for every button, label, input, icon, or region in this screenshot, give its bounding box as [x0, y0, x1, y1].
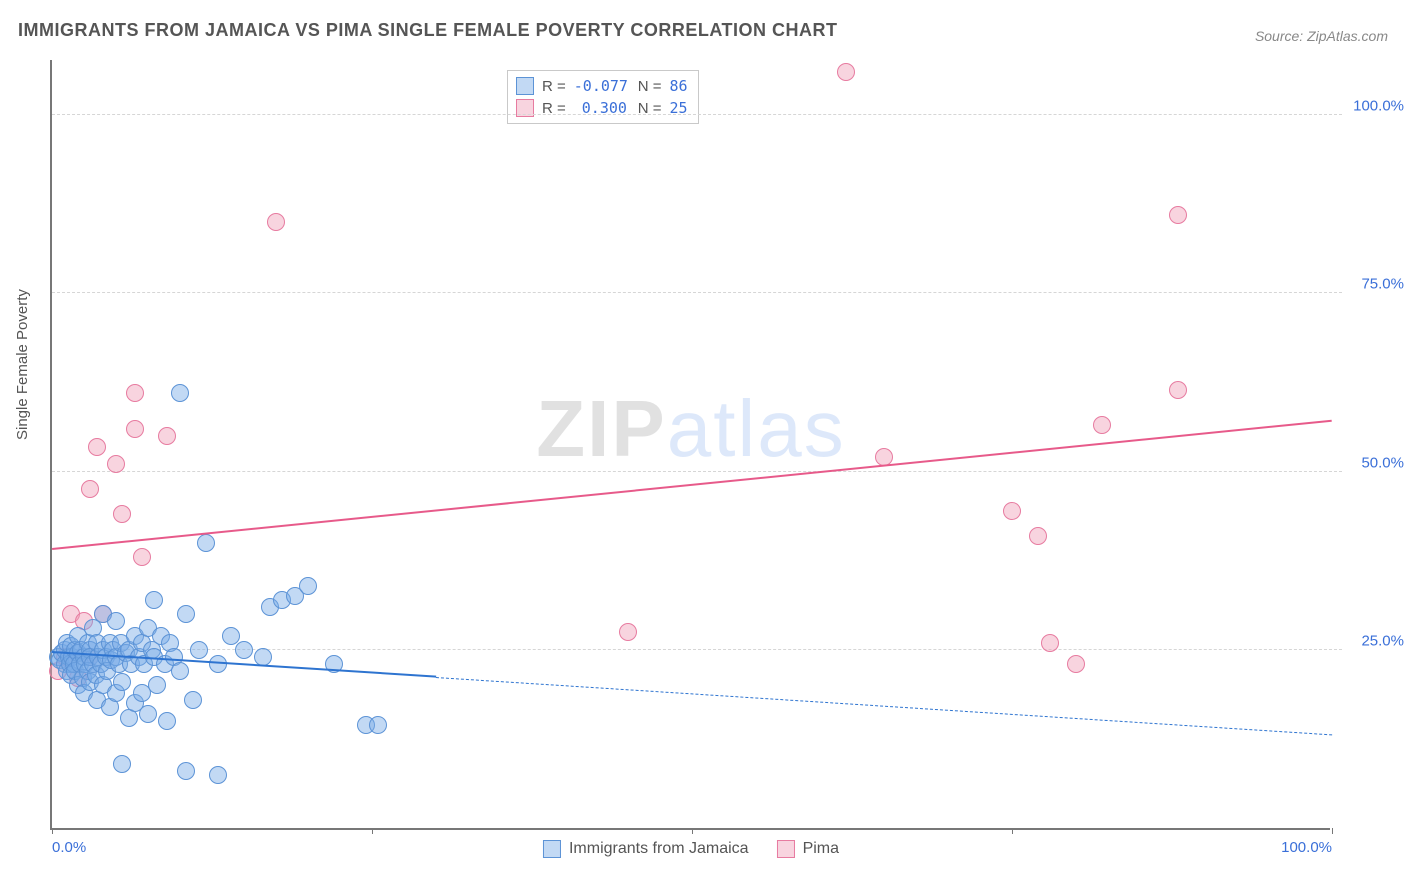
- point-series-b: [1169, 206, 1187, 224]
- gridline: [52, 471, 1342, 472]
- point-series-a: [158, 712, 176, 730]
- gridline: [52, 114, 1342, 115]
- point-series-a: [209, 766, 227, 784]
- point-series-a: [184, 691, 202, 709]
- correlation-legend: R = -0.077 N = 86 R = 0.300 N = 25: [507, 70, 699, 124]
- x-tick: [1012, 828, 1013, 834]
- chart-title: IMMIGRANTS FROM JAMAICA VS PIMA SINGLE F…: [18, 20, 838, 41]
- x-tick-label: 0.0%: [52, 839, 86, 856]
- y-axis-label: Single Female Poverty: [14, 289, 31, 440]
- watermark: ZIPatlas: [536, 383, 845, 475]
- swatch-series-a: [516, 77, 534, 95]
- point-series-b: [1029, 527, 1047, 545]
- series-legend: Immigrants from Jamaica Pima: [533, 840, 849, 858]
- point-series-b: [267, 213, 285, 231]
- swatch-series-b: [777, 840, 795, 858]
- point-series-b: [88, 438, 106, 456]
- point-series-b: [133, 548, 151, 566]
- y-tick-label: 100.0%: [1340, 98, 1404, 115]
- r-label: R =: [542, 78, 566, 95]
- gridline: [52, 292, 1342, 293]
- point-series-a: [139, 705, 157, 723]
- point-series-a: [235, 641, 253, 659]
- point-series-b: [1093, 416, 1111, 434]
- point-series-a: [113, 673, 131, 691]
- x-tick: [372, 828, 373, 834]
- swatch-series-a: [543, 840, 561, 858]
- point-series-b: [619, 623, 637, 641]
- legend-row-a: R = -0.077 N = 86: [516, 75, 688, 97]
- y-tick-label: 25.0%: [1340, 632, 1404, 649]
- point-series-a: [299, 577, 317, 595]
- legend-item-b: Pima: [777, 840, 839, 858]
- y-tick-label: 75.0%: [1340, 276, 1404, 293]
- point-series-a: [171, 662, 189, 680]
- x-tick: [52, 828, 53, 834]
- point-series-a: [145, 591, 163, 609]
- y-tick-label: 50.0%: [1340, 454, 1404, 471]
- point-series-a: [177, 605, 195, 623]
- legend-label-b: Pima: [803, 840, 839, 858]
- x-tick: [1332, 828, 1333, 834]
- point-series-a: [148, 676, 166, 694]
- point-series-b: [113, 505, 131, 523]
- scatter-plot-area: ZIPatlas R = -0.077 N = 86 R = 0.300 N =…: [50, 60, 1330, 830]
- source-label: Source: ZipAtlas.com: [1255, 28, 1388, 44]
- x-tick: [692, 828, 693, 834]
- n-label: N =: [638, 78, 662, 95]
- n-value-a: 86: [670, 77, 688, 95]
- point-series-a: [190, 641, 208, 659]
- r-value-a: -0.077: [574, 77, 630, 95]
- legend-label-a: Immigrants from Jamaica: [569, 840, 749, 858]
- watermark-atlas: atlas: [667, 384, 846, 473]
- point-series-b: [126, 420, 144, 438]
- point-series-b: [1067, 655, 1085, 673]
- point-series-b: [1041, 634, 1059, 652]
- trendline-b: [52, 420, 1332, 550]
- point-series-b: [1003, 502, 1021, 520]
- point-series-a: [113, 755, 131, 773]
- point-series-a: [107, 612, 125, 630]
- point-series-b: [107, 455, 125, 473]
- watermark-zip: ZIP: [536, 384, 666, 473]
- point-series-b: [837, 63, 855, 81]
- point-series-a: [369, 716, 387, 734]
- point-series-a: [177, 762, 195, 780]
- trendline-a-dashed: [436, 677, 1332, 735]
- point-series-b: [1169, 381, 1187, 399]
- legend-row-b: R = 0.300 N = 25: [516, 97, 688, 119]
- legend-item-a: Immigrants from Jamaica: [543, 840, 749, 858]
- point-series-b: [81, 480, 99, 498]
- x-tick-label: 100.0%: [1281, 839, 1332, 856]
- point-series-b: [158, 427, 176, 445]
- point-series-a: [197, 534, 215, 552]
- point-series-b: [126, 384, 144, 402]
- point-series-a: [171, 384, 189, 402]
